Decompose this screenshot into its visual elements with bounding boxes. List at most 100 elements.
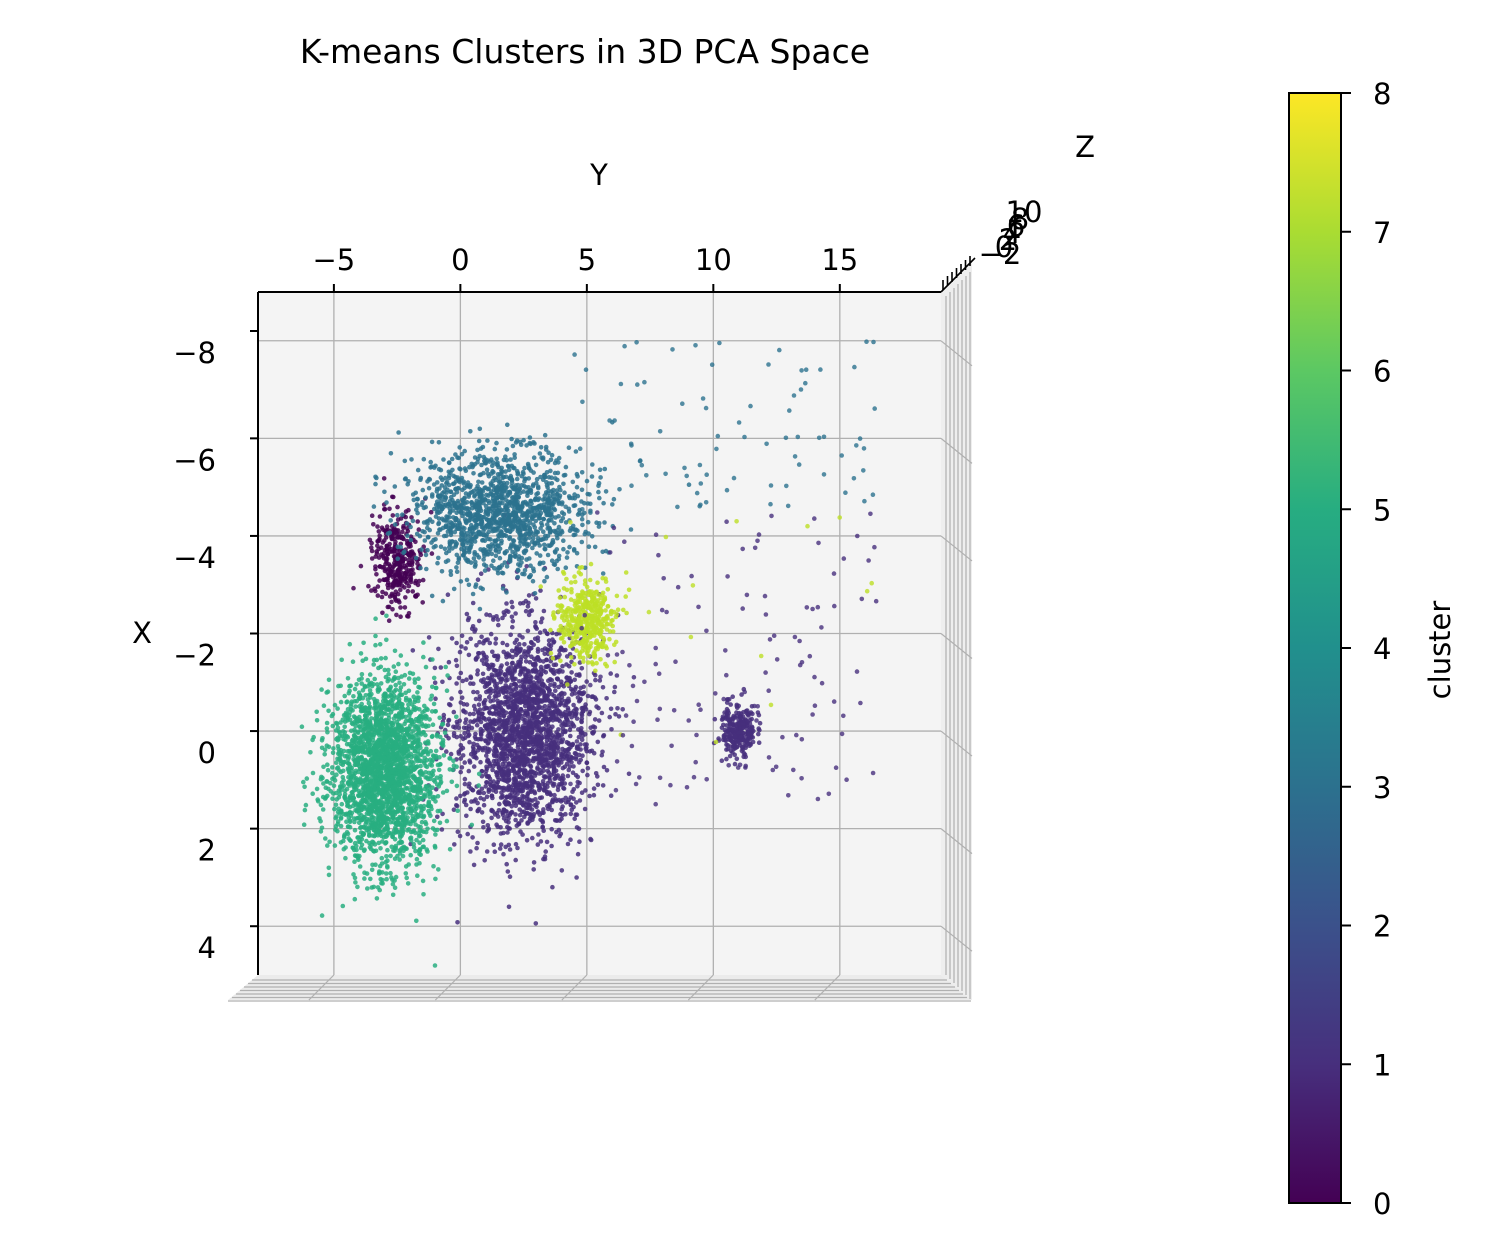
- data-point: [428, 813, 433, 819]
- data-point: [390, 892, 396, 898]
- data-point: [463, 717, 469, 722]
- data-point: [601, 764, 607, 770]
- data-point: [533, 721, 539, 726]
- data-point: [425, 849, 430, 854]
- data-point: [522, 649, 527, 654]
- data-point: [386, 604, 392, 610]
- data-point: [527, 812, 532, 817]
- data-point: [405, 562, 410, 568]
- data-point: [521, 437, 526, 443]
- data-point: [445, 592, 451, 597]
- data-point: [540, 819, 546, 825]
- data-point: [512, 640, 518, 645]
- data-point: [536, 832, 541, 837]
- data-point: [577, 839, 582, 844]
- data-point: [515, 567, 521, 573]
- data-point: [504, 786, 509, 791]
- data-point: [478, 571, 484, 576]
- data-point: [515, 761, 521, 767]
- data-point: [518, 734, 523, 739]
- data-point: [384, 871, 389, 876]
- data-point: [532, 525, 538, 530]
- data-point: [543, 444, 549, 450]
- data-point: [471, 681, 476, 686]
- data-point: [477, 426, 483, 432]
- data-point: [475, 690, 480, 695]
- data-point: [376, 555, 382, 560]
- data-point: [404, 521, 410, 526]
- data-point: [445, 673, 450, 678]
- data-point: [406, 544, 412, 549]
- data-point: [369, 548, 375, 554]
- data-point: [448, 489, 453, 495]
- data-point: [524, 742, 529, 747]
- data-point: [478, 726, 484, 732]
- data-point: [466, 582, 472, 588]
- data-point: [404, 538, 410, 544]
- data-point: [398, 614, 403, 619]
- data-point: [538, 839, 544, 844]
- data-point: [535, 694, 541, 699]
- data-point: [524, 557, 529, 562]
- data-point: [550, 884, 555, 890]
- data-point: [571, 796, 576, 801]
- data-point: [596, 524, 602, 529]
- data-point: [556, 797, 562, 803]
- data-point: [444, 514, 449, 519]
- data-point: [507, 847, 513, 852]
- data-point: [486, 694, 492, 700]
- data-point: [466, 615, 472, 621]
- data-point: [512, 465, 517, 471]
- data-point: [542, 546, 547, 552]
- data-point: [473, 696, 479, 702]
- data-point: [600, 749, 605, 755]
- data-point: [395, 570, 401, 575]
- data-point: [439, 516, 445, 522]
- data-point: [588, 508, 593, 514]
- data-point: [631, 675, 637, 680]
- data-point: [433, 463, 438, 469]
- data-point: [542, 432, 548, 438]
- data-point: [579, 790, 585, 795]
- data-point: [529, 807, 535, 812]
- data-point: [420, 487, 426, 493]
- data-point: [518, 490, 523, 496]
- data-point: [615, 706, 620, 711]
- data-point: [472, 750, 478, 756]
- data-point: [520, 793, 525, 799]
- data-point: [483, 637, 489, 643]
- data-point: [429, 439, 435, 445]
- data-point: [439, 483, 445, 488]
- data-point: [544, 693, 549, 699]
- data-point: [466, 549, 472, 555]
- data-point: [557, 818, 563, 823]
- data-point: [468, 429, 473, 434]
- data-point: [597, 467, 603, 473]
- data-point: [569, 670, 574, 675]
- data-point: [493, 548, 499, 553]
- data-point: [523, 678, 529, 683]
- data-point: [497, 565, 503, 571]
- data-point: [501, 742, 507, 748]
- data-point: [458, 793, 463, 799]
- data-point: [575, 493, 581, 499]
- data-point: [529, 774, 534, 780]
- data-point: [474, 643, 479, 648]
- data-point: [540, 779, 546, 784]
- data-point: [556, 684, 561, 690]
- data-point: [568, 802, 574, 807]
- data-point: [389, 599, 394, 605]
- data-point: [471, 764, 477, 769]
- data-point: [507, 475, 512, 481]
- cluster-0-points: [351, 476, 435, 623]
- data-point: [546, 510, 551, 515]
- data-point: [722, 737, 728, 742]
- data-point: [358, 563, 364, 569]
- data-point: [553, 703, 558, 709]
- data-point: [333, 802, 339, 808]
- data-point: [477, 639, 482, 645]
- data-point: [509, 599, 514, 605]
- data-point: [512, 452, 517, 457]
- data-point: [570, 479, 576, 485]
- data-point: [522, 465, 527, 471]
